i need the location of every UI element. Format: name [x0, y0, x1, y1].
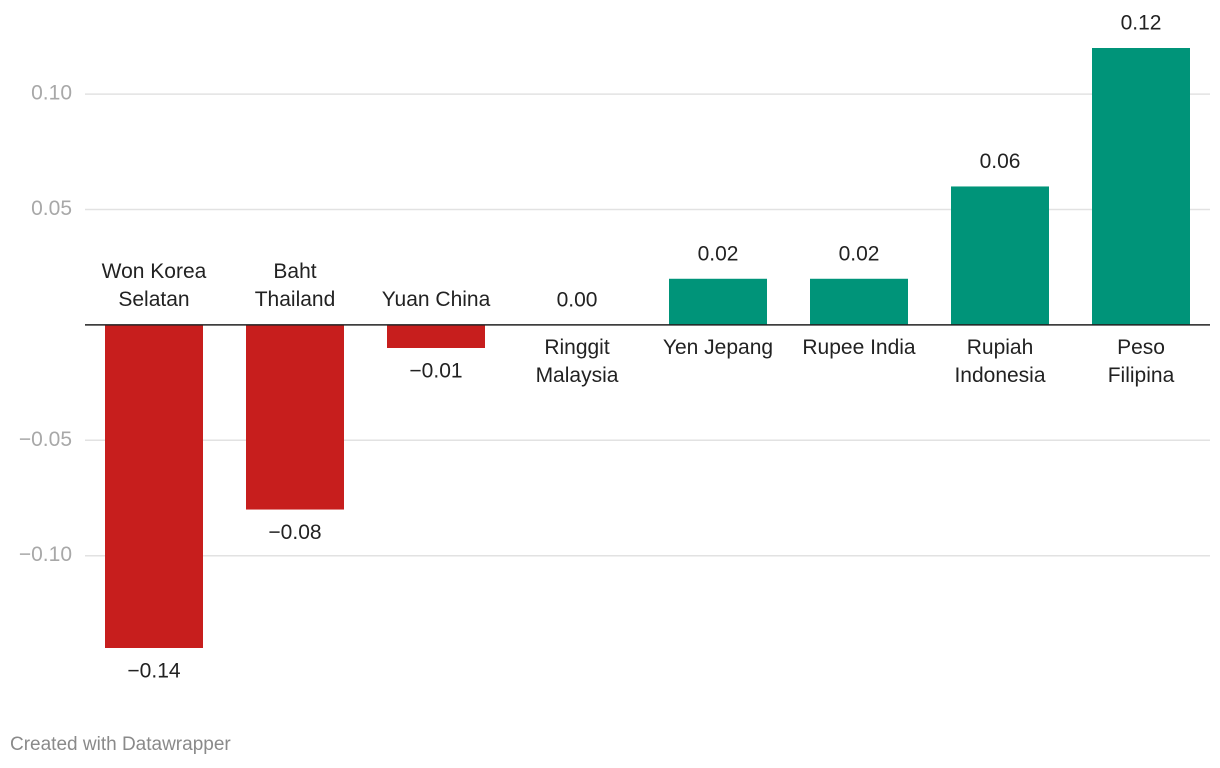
value-label: 0.06	[980, 150, 1021, 173]
x-tick-label-line: Ringgit	[544, 335, 610, 358]
x-tick-label: Yuan China	[382, 287, 491, 310]
bar	[810, 278, 908, 325]
x-tick-label-line: Rupee India	[802, 335, 916, 358]
x-tick-label: Peso Filipina	[1108, 335, 1175, 386]
x-tick-label: Won Korea Selatan	[102, 259, 207, 310]
value-label: −0.01	[409, 360, 462, 383]
x-tick-label: Rupiah Indonesia	[954, 335, 1045, 386]
x-tick-label-line: Indonesia	[954, 363, 1045, 386]
value-label: 0.12	[1121, 12, 1162, 35]
x-tick-label: Ringgit Malaysia	[536, 335, 619, 386]
x-tick-label-line: Malaysia	[536, 363, 619, 386]
x-tick-label-line: Selatan	[118, 287, 189, 310]
y-tick-label: 0.10	[31, 82, 72, 105]
bar	[951, 186, 1049, 325]
x-tick-label-line: Baht	[273, 259, 316, 282]
bar	[387, 324, 485, 348]
bar	[1092, 48, 1190, 325]
value-label: −0.14	[127, 660, 180, 683]
bar	[105, 324, 203, 648]
footer: Created with Datawrapper	[10, 734, 231, 755]
x-tick-label-line: Filipina	[1108, 363, 1175, 386]
x-tick-label: Baht Thailand	[255, 259, 336, 310]
value-label: 0.00	[557, 288, 598, 311]
value-label: −0.08	[268, 521, 321, 544]
x-tick-label-line: Yen Jepang	[663, 335, 773, 358]
value-label: 0.02	[698, 242, 739, 265]
x-tick-label-line: Rupiah	[967, 335, 1034, 358]
y-tick-label: −0.05	[19, 428, 72, 451]
y-tick-label: 0.05	[31, 197, 72, 220]
x-tick-label-line: Peso	[1117, 335, 1165, 358]
y-tick-label: −0.10	[19, 543, 72, 566]
x-tick-label-line: Thailand	[255, 287, 336, 310]
x-tick-label-line: Won Korea	[102, 259, 207, 282]
x-tick-label: Yen Jepang	[663, 335, 773, 358]
x-tick-label: Rupee India	[802, 335, 916, 358]
bar	[669, 278, 767, 325]
x-tick-label-line: Yuan China	[382, 287, 491, 310]
bar	[246, 324, 344, 510]
value-label: 0.02	[839, 242, 880, 265]
